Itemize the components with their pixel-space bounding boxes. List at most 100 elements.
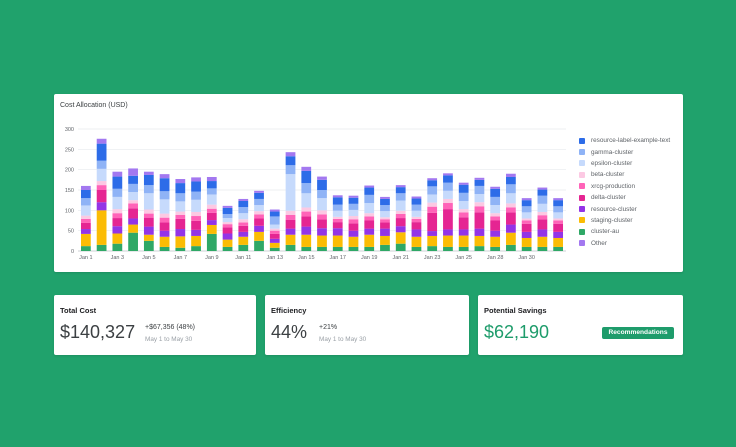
bar-segment-cluster-au[interactable] bbox=[301, 246, 312, 251]
bar-segment-delta-cluster[interactable] bbox=[537, 219, 548, 230]
bar-segment-cluster-au[interactable] bbox=[553, 246, 564, 251]
bar-segment-resource-label-example-text[interactable] bbox=[175, 183, 186, 194]
bar-segment-delta-cluster[interactable] bbox=[506, 212, 516, 225]
bar-segment-beta-cluster[interactable] bbox=[222, 222, 233, 225]
bar-segment-beta-cluster[interactable] bbox=[364, 213, 375, 217]
bar-segment-epsilon-cluster[interactable] bbox=[521, 212, 532, 219]
legend-item[interactable]: beta-cluster bbox=[579, 169, 670, 180]
bar-segment-gamma-cluster[interactable] bbox=[206, 188, 217, 195]
bar-segment-delta-cluster[interactable] bbox=[521, 223, 532, 232]
bar-segment-beta-cluster[interactable] bbox=[348, 216, 359, 220]
bar-segment-resource-cluster[interactable] bbox=[364, 228, 375, 235]
bar-segment-Other[interactable] bbox=[364, 185, 375, 188]
bar-segment-gamma-cluster[interactable] bbox=[112, 188, 123, 197]
bar-segment-beta-cluster[interactable] bbox=[317, 210, 327, 215]
bar-segment-epsilon-cluster[interactable] bbox=[506, 193, 516, 204]
bar-segment-xrcg-production[interactable] bbox=[553, 220, 564, 224]
bar-segment-epsilon-cluster[interactable] bbox=[175, 201, 186, 212]
bar-segment-resource-label-example-text[interactable] bbox=[317, 179, 327, 190]
bar-segment-xrcg-production[interactable] bbox=[458, 212, 469, 218]
bar-segment-resource-cluster[interactable] bbox=[317, 228, 327, 236]
bar-segment-delta-cluster[interactable] bbox=[285, 219, 296, 229]
bar-segment-delta-cluster[interactable] bbox=[206, 212, 217, 221]
bar-segment-Other[interactable] bbox=[458, 182, 469, 185]
bar-segment-epsilon-cluster[interactable] bbox=[80, 205, 91, 216]
bar-segment-resource-cluster[interactable] bbox=[395, 226, 406, 233]
bar-segment-xrcg-production[interactable] bbox=[317, 214, 327, 220]
bar-segment-gamma-cluster[interactable] bbox=[222, 213, 233, 219]
bar-segment-beta-cluster[interactable] bbox=[332, 216, 343, 219]
bar-segment-epsilon-cluster[interactable] bbox=[206, 194, 217, 205]
bar-segment-xrcg-production[interactable] bbox=[443, 203, 453, 210]
bar-segment-Other[interactable] bbox=[332, 195, 343, 198]
bar-segment-Other[interactable] bbox=[96, 138, 107, 144]
bar-segment-Other[interactable] bbox=[553, 198, 564, 201]
bar-segment-Other[interactable] bbox=[380, 196, 390, 199]
bar-segment-gamma-cluster[interactable] bbox=[143, 185, 154, 194]
bar-segment-gamma-cluster[interactable] bbox=[521, 206, 532, 213]
bar-segment-staging-cluster[interactable] bbox=[206, 224, 217, 234]
bar-segment-resource-cluster[interactable] bbox=[80, 229, 91, 234]
bar-segment-cluster-au[interactable] bbox=[285, 244, 296, 251]
bar-segment-delta-cluster[interactable] bbox=[553, 223, 564, 232]
bar-segment-Other[interactable] bbox=[254, 190, 264, 193]
bar-segment-cluster-au[interactable] bbox=[143, 240, 154, 251]
bar-segment-resource-label-example-text[interactable] bbox=[301, 170, 312, 184]
bar-segment-resource-cluster[interactable] bbox=[112, 226, 123, 234]
bar-segment-Other[interactable] bbox=[80, 185, 91, 190]
bar-segment-staging-cluster[interactable] bbox=[269, 242, 280, 248]
bar-segment-resource-label-example-text[interactable] bbox=[411, 198, 422, 205]
bar-segment-staging-cluster[interactable] bbox=[112, 233, 123, 244]
bar-segment-beta-cluster[interactable] bbox=[206, 204, 217, 209]
bar-segment-beta-cluster[interactable] bbox=[96, 181, 107, 186]
bar-segment-resource-cluster[interactable] bbox=[490, 230, 501, 237]
bar-segment-resource-cluster[interactable] bbox=[458, 229, 469, 236]
bar-segment-xrcg-production[interactable] bbox=[301, 211, 312, 217]
bar-segment-delta-cluster[interactable] bbox=[443, 209, 453, 230]
bar-segment-epsilon-cluster[interactable] bbox=[254, 205, 264, 212]
bar-segment-gamma-cluster[interactable] bbox=[380, 205, 390, 212]
bar-segment-resource-cluster[interactable] bbox=[380, 228, 390, 236]
bar-segment-Other[interactable] bbox=[395, 185, 406, 188]
bar-segment-delta-cluster[interactable] bbox=[269, 233, 280, 239]
bar-segment-staging-cluster[interactable] bbox=[521, 237, 532, 247]
bar-segment-cluster-au[interactable] bbox=[364, 246, 375, 251]
bar-segment-Other[interactable] bbox=[411, 196, 422, 199]
bar-segment-Other[interactable] bbox=[443, 173, 453, 176]
bar-segment-epsilon-cluster[interactable] bbox=[238, 213, 249, 220]
bar-segment-resource-label-example-text[interactable] bbox=[474, 179, 485, 186]
bar-segment-delta-cluster[interactable] bbox=[458, 217, 469, 230]
bar-segment-cluster-au[interactable] bbox=[191, 246, 201, 251]
bar-segment-resource-cluster[interactable] bbox=[506, 224, 516, 233]
bar-segment-xrcg-production[interactable] bbox=[364, 216, 375, 221]
bar-segment-epsilon-cluster[interactable] bbox=[222, 218, 233, 223]
bar-segment-resource-label-example-text[interactable] bbox=[128, 175, 138, 184]
bar-segment-epsilon-cluster[interactable] bbox=[159, 199, 170, 214]
bar-segment-gamma-cluster[interactable] bbox=[301, 183, 312, 194]
bar-segment-resource-cluster[interactable] bbox=[269, 238, 280, 243]
bar-segment-resource-label-example-text[interactable] bbox=[269, 211, 280, 217]
bar-segment-xrcg-production[interactable] bbox=[175, 214, 186, 219]
bar-segment-delta-cluster[interactable] bbox=[474, 212, 485, 229]
bar-segment-epsilon-cluster[interactable] bbox=[364, 203, 375, 214]
bar-segment-resource-label-example-text[interactable] bbox=[380, 198, 390, 206]
bar-segment-resource-label-example-text[interactable] bbox=[443, 175, 453, 183]
bar-segment-gamma-cluster[interactable] bbox=[159, 191, 170, 200]
bar-segment-delta-cluster[interactable] bbox=[317, 219, 327, 229]
bar-segment-staging-cluster[interactable] bbox=[301, 234, 312, 247]
bar-segment-delta-cluster[interactable] bbox=[96, 190, 107, 203]
legend-item[interactable]: resource-cluster bbox=[579, 203, 670, 214]
bar-segment-xrcg-production[interactable] bbox=[269, 230, 280, 234]
bar-segment-xrcg-production[interactable] bbox=[521, 220, 532, 224]
bar-segment-gamma-cluster[interactable] bbox=[80, 198, 91, 206]
bar-segment-cluster-au[interactable] bbox=[474, 246, 485, 251]
bar-segment-resource-label-example-text[interactable] bbox=[143, 174, 154, 186]
bar-segment-Other[interactable] bbox=[206, 176, 217, 182]
bar-segment-epsilon-cluster[interactable] bbox=[395, 200, 406, 211]
bar-segment-beta-cluster[interactable] bbox=[474, 202, 485, 207]
bar-segment-gamma-cluster[interactable] bbox=[238, 207, 249, 214]
bar-segment-beta-cluster[interactable] bbox=[175, 211, 186, 215]
bar-segment-resource-label-example-text[interactable] bbox=[348, 197, 359, 204]
bar-segment-xrcg-production[interactable] bbox=[285, 214, 296, 220]
bar-segment-Other[interactable] bbox=[143, 171, 154, 175]
